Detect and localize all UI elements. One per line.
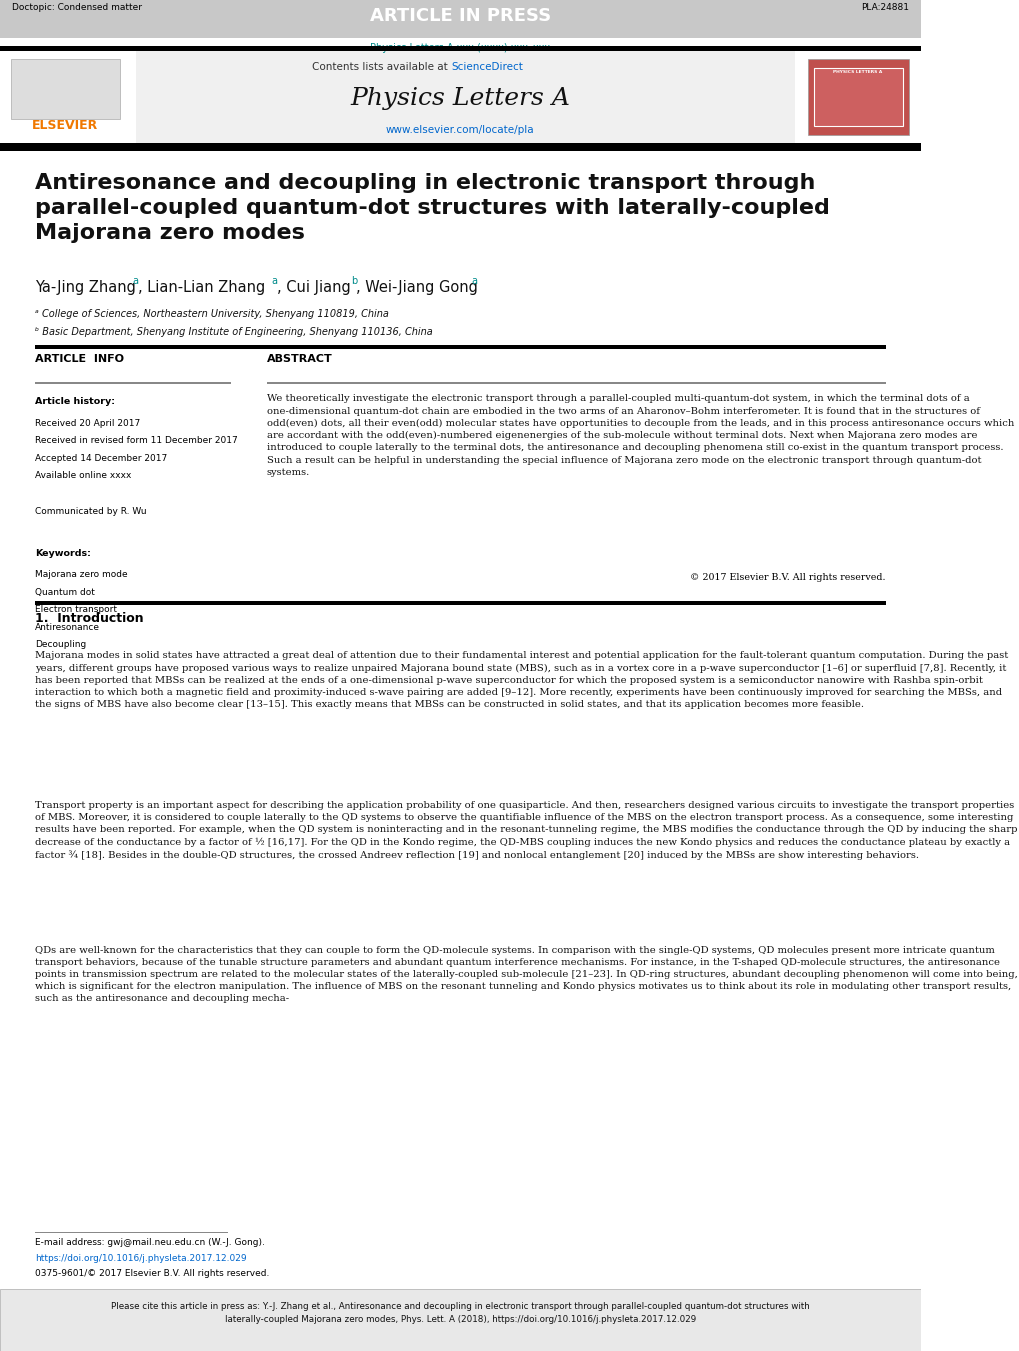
Text: Transport property is an important aspect for describing the application probabi: Transport property is an important aspec…	[35, 801, 1017, 861]
Text: ELSEVIER: ELSEVIER	[33, 119, 99, 132]
Text: Decoupling: Decoupling	[35, 640, 87, 650]
Text: Majorana zero mode: Majorana zero mode	[35, 570, 127, 580]
Text: QDs are well-known for the characteristics that they can couple to form the QD-m: QDs are well-known for the characteristi…	[35, 946, 1017, 1004]
Bar	[137, 51, 794, 143]
Text: 0375-9601/© 2017 Elsevier B.V. All rights reserved.: 0375-9601/© 2017 Elsevier B.V. All right…	[35, 1269, 269, 1278]
Bar	[35, 382, 231, 384]
Text: https://doi.org/10.1016/j.physleta.2017.12.029: https://doi.org/10.1016/j.physleta.2017.…	[35, 1254, 247, 1263]
Text: b: b	[351, 276, 357, 285]
Bar	[35, 601, 884, 605]
Text: Received in revised form 11 December 2017: Received in revised form 11 December 201…	[35, 436, 237, 446]
Text: Physics Letters A xxx (xxxx) xxx–xxx: Physics Letters A xxx (xxxx) xxx–xxx	[370, 43, 550, 53]
Text: a: a	[471, 276, 477, 285]
Text: PLA:24881: PLA:24881	[861, 3, 909, 12]
Text: Accepted 14 December 2017: Accepted 14 December 2017	[35, 454, 167, 463]
Text: ARTICLE  INFO: ARTICLE INFO	[35, 354, 124, 363]
Text: Communicated by R. Wu: Communicated by R. Wu	[35, 507, 147, 516]
Text: Quantum dot: Quantum dot	[35, 588, 95, 597]
Bar	[0, 0, 920, 38]
Text: Article history:: Article history:	[35, 397, 115, 407]
Text: We theoretically investigate the electronic transport through a parallel-coupled: We theoretically investigate the electro…	[267, 394, 1013, 477]
Text: Keywords:: Keywords:	[35, 549, 91, 558]
Text: ABSTRACT: ABSTRACT	[267, 354, 332, 363]
Text: Received 20 April 2017: Received 20 April 2017	[35, 419, 140, 428]
Text: E-mail address: gwj@mail.neu.edu.cn (W.-J. Gong).: E-mail address: gwj@mail.neu.edu.cn (W.-…	[35, 1238, 265, 1247]
Bar	[267, 382, 884, 384]
Bar	[11, 59, 119, 119]
Text: Doctopic: Condensed matter: Doctopic: Condensed matter	[12, 3, 142, 12]
Text: Contents lists available at: Contents lists available at	[312, 62, 450, 72]
Text: Electron transport: Electron transport	[35, 605, 117, 615]
Text: www.elsevier.com/locate/pla: www.elsevier.com/locate/pla	[385, 126, 534, 135]
Text: ARTICLE IN PRESS: ARTICLE IN PRESS	[369, 7, 550, 24]
Bar	[0, 143, 920, 150]
Text: a: a	[132, 276, 139, 285]
Bar	[35, 346, 884, 349]
Bar	[813, 68, 902, 126]
Text: 1.  Introduction: 1. Introduction	[35, 612, 144, 626]
Text: Physics Letters A: Physics Letters A	[351, 86, 570, 111]
Text: ScienceDirect: ScienceDirect	[450, 62, 523, 72]
Text: , Lian-Lian Zhang: , Lian-Lian Zhang	[138, 280, 265, 295]
Text: Majorana modes in solid states have attracted a great deal of attention due to t: Majorana modes in solid states have attr…	[35, 651, 1007, 709]
Text: Please cite this article in press as: Y.-J. Zhang et al., Antiresonance and deco: Please cite this article in press as: Y.…	[111, 1302, 809, 1324]
Text: PHYSICS LETTERS A: PHYSICS LETTERS A	[833, 70, 881, 74]
Text: Available online xxxx: Available online xxxx	[35, 471, 131, 481]
Text: a: a	[271, 276, 277, 285]
Text: ᵃ College of Sciences, Northeastern University, Shenyang 110819, China: ᵃ College of Sciences, Northeastern Univ…	[35, 309, 388, 319]
Text: © 2017 Elsevier B.V. All rights reserved.: © 2017 Elsevier B.V. All rights reserved…	[690, 573, 884, 582]
Bar	[807, 59, 908, 135]
Text: , Wei-Jiang Gong: , Wei-Jiang Gong	[356, 280, 478, 295]
Text: ᵇ Basic Department, Shenyang Institute of Engineering, Shenyang 110136, China: ᵇ Basic Department, Shenyang Institute o…	[35, 327, 432, 336]
Bar	[35, 1232, 228, 1233]
Bar	[0, 1289, 920, 1351]
Text: Antiresonance: Antiresonance	[35, 623, 100, 632]
Text: Antiresonance and decoupling in electronic transport through
parallel-coupled qu: Antiresonance and decoupling in electron…	[35, 173, 829, 243]
Bar	[0, 46, 920, 51]
Text: Ya-Jing Zhang: Ya-Jing Zhang	[35, 280, 136, 295]
Text: , Cui Jiang: , Cui Jiang	[277, 280, 351, 295]
